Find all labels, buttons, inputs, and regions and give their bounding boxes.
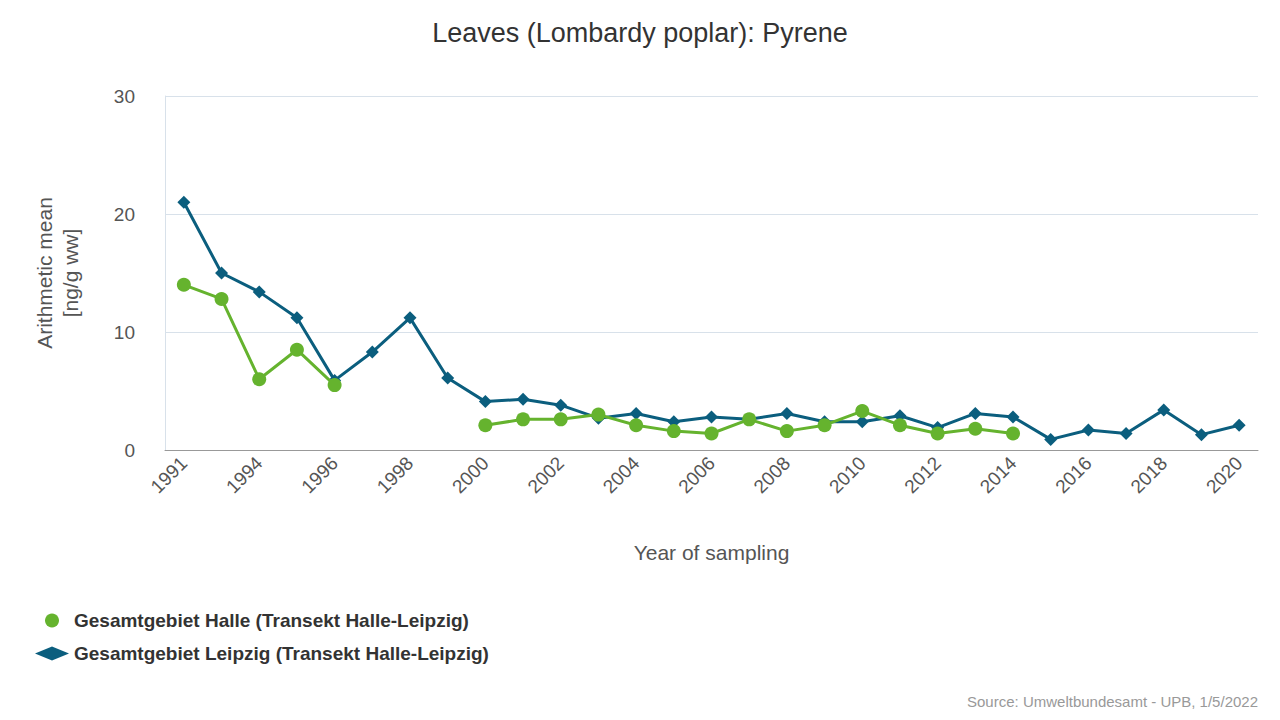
svg-text:2006: 2006 (674, 453, 719, 498)
svg-text:Gesamtgebiet Leipzig (Transekt: Gesamtgebiet Leipzig (Transekt Halle-Lei… (74, 643, 489, 664)
svg-text:2002: 2002 (523, 453, 568, 498)
svg-text:0: 0 (124, 440, 135, 461)
svg-text:2016: 2016 (1051, 453, 1096, 498)
svg-text:2020: 2020 (1202, 453, 1247, 498)
svg-text:1998: 1998 (373, 453, 418, 498)
svg-text:[ng/g ww]: [ng/g ww] (59, 229, 82, 318)
svg-text:2008: 2008 (750, 453, 795, 498)
svg-text:20: 20 (114, 204, 135, 225)
svg-text:2000: 2000 (448, 453, 493, 498)
svg-text:1994: 1994 (222, 453, 267, 498)
svg-text:Gesamtgebiet Halle (Transekt H: Gesamtgebiet Halle (Transekt Halle-Leipz… (74, 610, 469, 631)
svg-text:10: 10 (114, 322, 135, 343)
svg-text:2018: 2018 (1126, 453, 1171, 498)
svg-text:2014: 2014 (976, 453, 1021, 498)
svg-text:2004: 2004 (599, 453, 644, 498)
svg-text:1996: 1996 (297, 453, 342, 498)
svg-text:Year of sampling: Year of sampling (634, 541, 790, 564)
svg-text:2010: 2010 (825, 453, 870, 498)
svg-text:2012: 2012 (900, 453, 945, 498)
svg-text:Leaves (Lombardy poplar): Pyre: Leaves (Lombardy poplar): Pyrene (432, 18, 848, 48)
svg-text:Arithmetic mean: Arithmetic mean (33, 197, 56, 349)
svg-text:30: 30 (114, 86, 135, 107)
svg-text:Source: Umweltbundesamt - UPB,: Source: Umweltbundesamt - UPB, 1/5/2022 (967, 693, 1258, 710)
svg-text:1991: 1991 (147, 453, 192, 498)
